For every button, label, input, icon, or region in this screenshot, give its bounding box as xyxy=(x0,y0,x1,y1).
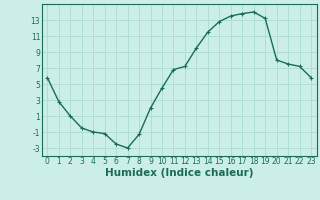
X-axis label: Humidex (Indice chaleur): Humidex (Indice chaleur) xyxy=(105,168,253,178)
